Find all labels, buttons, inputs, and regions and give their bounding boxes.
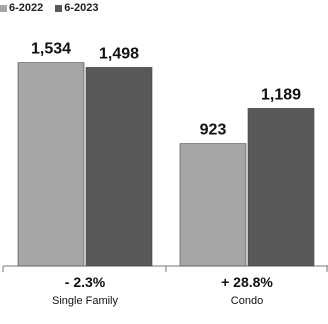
legend-item-6-2023: 6-2023 — [55, 0, 99, 18]
data-label-6-2022-0: 1,534 — [31, 41, 71, 58]
chart-legend: 6-2022 6-2023 — [0, 0, 99, 18]
bar-6-2022-0 — [17, 62, 85, 267]
bar-6-2023-0 — [85, 67, 153, 267]
bar-6-2023-1 — [247, 108, 315, 267]
bar-6-2022-1 — [179, 143, 247, 267]
percent-change-0: - 2.3% — [65, 274, 106, 290]
data-label-6-2022-1: 923 — [200, 122, 227, 139]
percent-change-1: + 28.8% — [221, 274, 273, 290]
data-label-6-2023-1: 1,189 — [261, 86, 301, 103]
category-label-0: Single Family — [52, 295, 119, 307]
legend-label-6-2022: 6-2022 — [9, 2, 44, 14]
legend-item-6-2022: 6-2022 — [0, 0, 43, 18]
legend-swatch-6-2023 — [55, 4, 63, 12]
data-label-6-2023-0: 1,498 — [99, 45, 139, 62]
legend-swatch-6-2022 — [0, 4, 7, 12]
category-label-1: Condo — [231, 295, 263, 307]
legend-label-6-2023: 6-2023 — [64, 2, 99, 14]
